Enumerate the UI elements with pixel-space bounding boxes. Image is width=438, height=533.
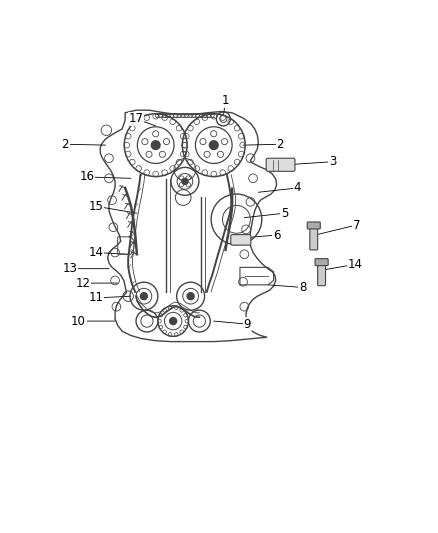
Circle shape (209, 141, 218, 149)
Text: 11: 11 (88, 292, 103, 304)
Text: 5: 5 (281, 207, 288, 220)
FancyBboxPatch shape (315, 259, 328, 265)
Text: 17: 17 (128, 112, 144, 125)
Text: 9: 9 (244, 318, 251, 330)
Circle shape (151, 141, 160, 149)
Text: 13: 13 (62, 262, 77, 275)
Text: 14: 14 (348, 258, 363, 271)
FancyBboxPatch shape (318, 263, 325, 286)
Text: 16: 16 (80, 171, 95, 183)
FancyBboxPatch shape (266, 158, 295, 171)
Text: 6: 6 (273, 229, 280, 241)
Text: 7: 7 (353, 219, 360, 231)
Circle shape (187, 293, 194, 300)
FancyBboxPatch shape (231, 235, 251, 245)
Text: 12: 12 (75, 277, 90, 289)
Circle shape (141, 293, 148, 300)
Text: 4: 4 (294, 181, 301, 195)
FancyBboxPatch shape (310, 227, 318, 250)
Text: 3: 3 (329, 155, 336, 168)
Circle shape (170, 318, 177, 325)
Text: 1: 1 (222, 94, 230, 107)
Text: 2: 2 (62, 138, 69, 151)
Text: 15: 15 (88, 200, 103, 213)
Circle shape (182, 179, 188, 184)
Text: 8: 8 (299, 281, 307, 294)
Text: 14: 14 (88, 246, 103, 259)
FancyBboxPatch shape (307, 222, 320, 229)
Text: 10: 10 (71, 314, 86, 328)
Text: 2: 2 (276, 138, 284, 151)
